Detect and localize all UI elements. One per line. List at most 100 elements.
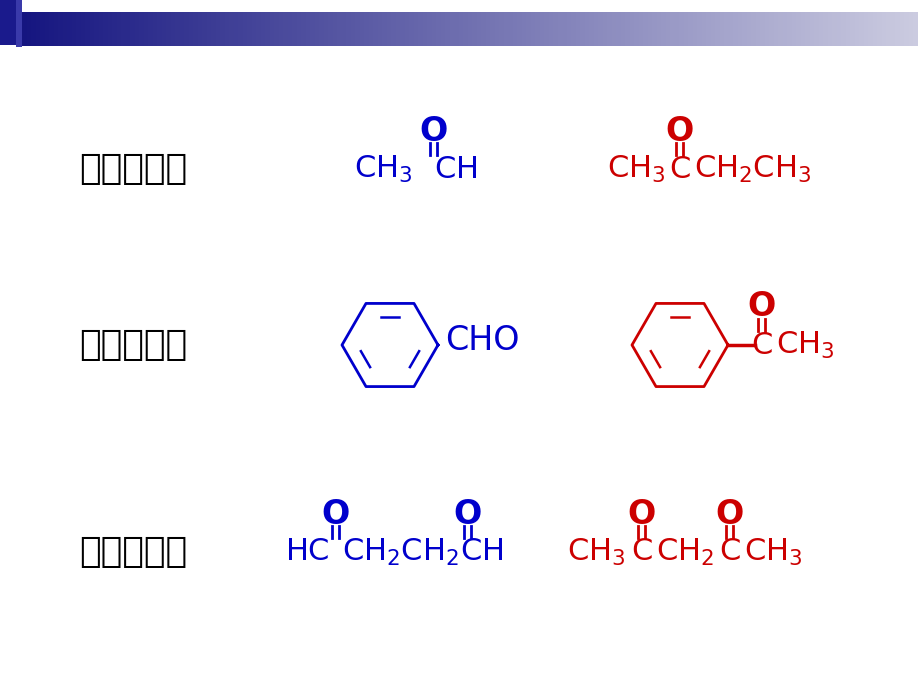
Bar (913, 12, 917, 46)
Bar (72, 12, 77, 46)
Bar (809, 12, 814, 46)
Bar (571, 12, 576, 46)
Bar (782, 12, 788, 46)
Bar (530, 12, 536, 46)
Bar (323, 12, 329, 46)
Bar (76, 12, 82, 46)
Bar (849, 12, 855, 46)
Bar (886, 12, 891, 46)
Bar (261, 12, 266, 46)
Bar (99, 12, 104, 46)
Bar (256, 12, 261, 46)
Text: O: O (715, 497, 743, 531)
Bar (468, 12, 472, 46)
Text: $\mathregular{CH}$: $\mathregular{CH}$ (434, 155, 477, 184)
Bar (737, 12, 743, 46)
Bar (314, 12, 320, 46)
Bar (306, 12, 311, 46)
Bar (121, 12, 127, 46)
Bar (746, 12, 751, 46)
Bar (823, 12, 828, 46)
Text: O: O (747, 290, 776, 324)
Bar (558, 12, 562, 46)
Bar (126, 12, 130, 46)
Text: CHO: CHO (445, 324, 519, 357)
Text: $\mathregular{CH_3}$: $\mathregular{CH_3}$ (606, 153, 664, 185)
Bar (207, 12, 211, 46)
Bar (301, 12, 306, 46)
Bar (252, 12, 256, 46)
Bar (765, 12, 769, 46)
Bar (683, 12, 688, 46)
Bar (845, 12, 850, 46)
Bar (732, 12, 738, 46)
Bar (535, 12, 540, 46)
Bar (185, 12, 189, 46)
Bar (454, 12, 459, 46)
Bar (449, 12, 455, 46)
Bar (796, 12, 800, 46)
Bar (62, 12, 68, 46)
Bar (311, 12, 315, 46)
Bar (818, 12, 823, 46)
Bar (395, 12, 401, 46)
Bar (687, 12, 693, 46)
Bar (359, 12, 365, 46)
Bar (59, 12, 63, 46)
Bar (176, 12, 180, 46)
Bar (508, 12, 513, 46)
Text: 多元醒、酮: 多元醒、酮 (79, 535, 187, 569)
Bar (553, 12, 558, 46)
Bar (652, 12, 657, 46)
Bar (31, 12, 37, 46)
Bar (490, 12, 495, 46)
Bar (364, 12, 369, 46)
Bar (715, 12, 720, 46)
Text: $\mathregular{CH_3}$: $\mathregular{CH_3}$ (743, 536, 801, 568)
Text: $\mathregular{CH_3}$: $\mathregular{CH_3}$ (566, 536, 624, 568)
Bar (292, 12, 297, 46)
Bar (751, 12, 755, 46)
Bar (594, 12, 598, 46)
Bar (400, 12, 405, 46)
Bar (903, 12, 909, 46)
Bar (675, 12, 679, 46)
Bar (414, 12, 418, 46)
Bar (216, 12, 221, 46)
Bar (728, 12, 733, 46)
Bar (575, 12, 581, 46)
Bar (634, 12, 639, 46)
Bar (188, 12, 194, 46)
Bar (908, 12, 913, 46)
Bar (288, 12, 292, 46)
Bar (229, 12, 234, 46)
Bar (283, 12, 289, 46)
Bar (890, 12, 895, 46)
Bar (476, 12, 482, 46)
Bar (827, 12, 832, 46)
Bar (409, 12, 414, 46)
Bar (333, 12, 337, 46)
Bar (868, 12, 872, 46)
Bar (611, 12, 617, 46)
Bar (319, 12, 324, 46)
Bar (499, 12, 504, 46)
Bar (202, 12, 208, 46)
Bar (777, 12, 783, 46)
Bar (355, 12, 360, 46)
Bar (22, 12, 28, 46)
Bar (342, 12, 346, 46)
Bar (589, 12, 594, 46)
Bar (351, 12, 356, 46)
Bar (787, 12, 791, 46)
Bar (225, 12, 230, 46)
Bar (642, 12, 648, 46)
Bar (647, 12, 652, 46)
Bar (427, 12, 432, 46)
Bar (148, 12, 153, 46)
Bar (269, 12, 275, 46)
Bar (625, 12, 630, 46)
Bar (418, 12, 423, 46)
Bar (266, 12, 270, 46)
Text: 芳香醒、酮: 芳香醒、酮 (79, 328, 187, 362)
